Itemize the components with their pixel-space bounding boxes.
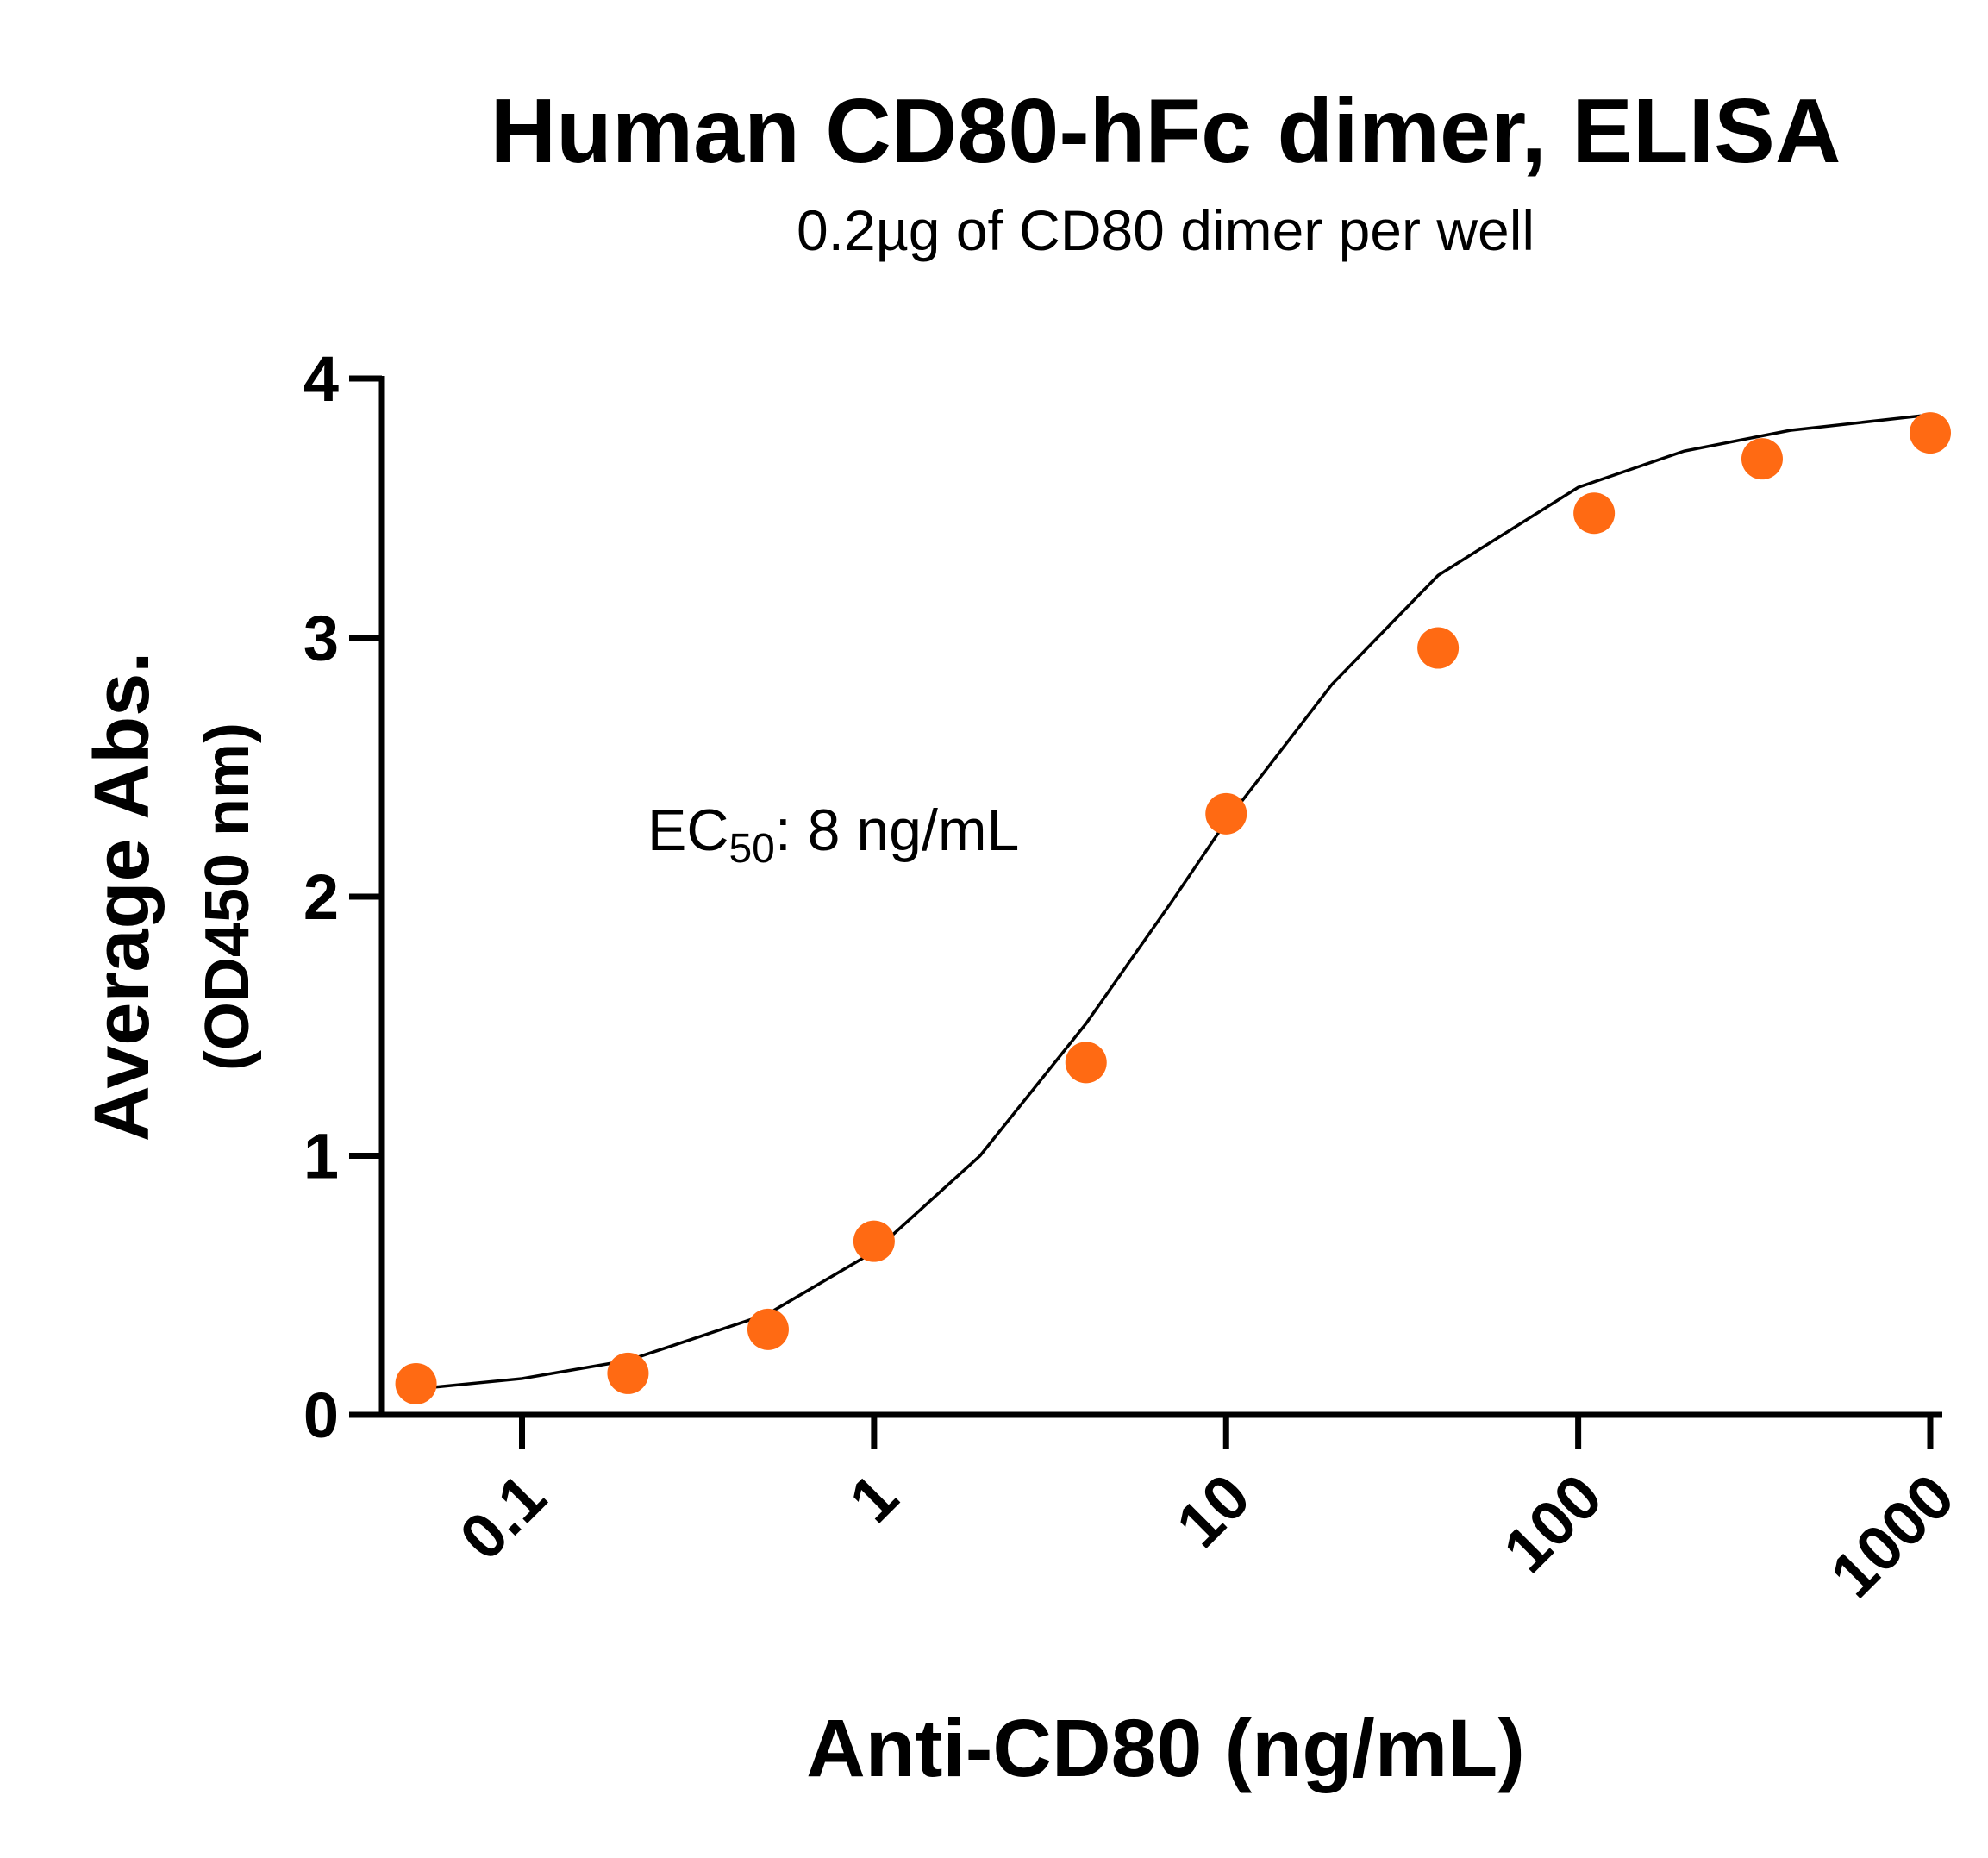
data-point (747, 1308, 789, 1350)
x-tick-label: 0.1 (446, 1461, 559, 1573)
data-point (1205, 792, 1247, 835)
x-axis-label: Anti-CD80 (ng/mL) (806, 1703, 1525, 1794)
x-tick-label: 1000 (1816, 1461, 1967, 1611)
y-tick-label: 1 (303, 1121, 339, 1192)
y-axis-units: (OD450 nm) (193, 723, 262, 1071)
y-tick-label: 2 (303, 861, 339, 933)
data-point (607, 1352, 649, 1394)
data-point (1065, 1042, 1107, 1084)
data-point (1741, 438, 1783, 480)
data-point (853, 1220, 895, 1262)
x-tick-label: 10 (1163, 1461, 1264, 1561)
y-tick-label: 3 (303, 603, 339, 674)
data-point (1417, 627, 1460, 669)
annotation-text: EC (647, 798, 728, 863)
data-point (1910, 412, 1951, 454)
annotation-rest: : 8 ng/mL (775, 798, 1020, 863)
x-tick-label: 1 (835, 1461, 911, 1536)
chart-title: Human CD80-hFc dimer, ELISA (491, 80, 1841, 182)
data-point (1573, 492, 1616, 535)
annotation: EC50: 8 ng/mL (647, 798, 1019, 872)
data-point (395, 1362, 437, 1404)
chart-subtitle: 0.2µg of CD80 dimer per well (797, 198, 1535, 262)
fit-curve (416, 413, 1931, 1391)
x-tick-label: 100 (1490, 1461, 1616, 1586)
y-axis-label: Average Abs. (79, 652, 166, 1142)
y-tick-label: 0 (303, 1379, 339, 1451)
y-tick-label: 4 (303, 343, 339, 415)
annotation-subscript: 50 (728, 826, 774, 872)
